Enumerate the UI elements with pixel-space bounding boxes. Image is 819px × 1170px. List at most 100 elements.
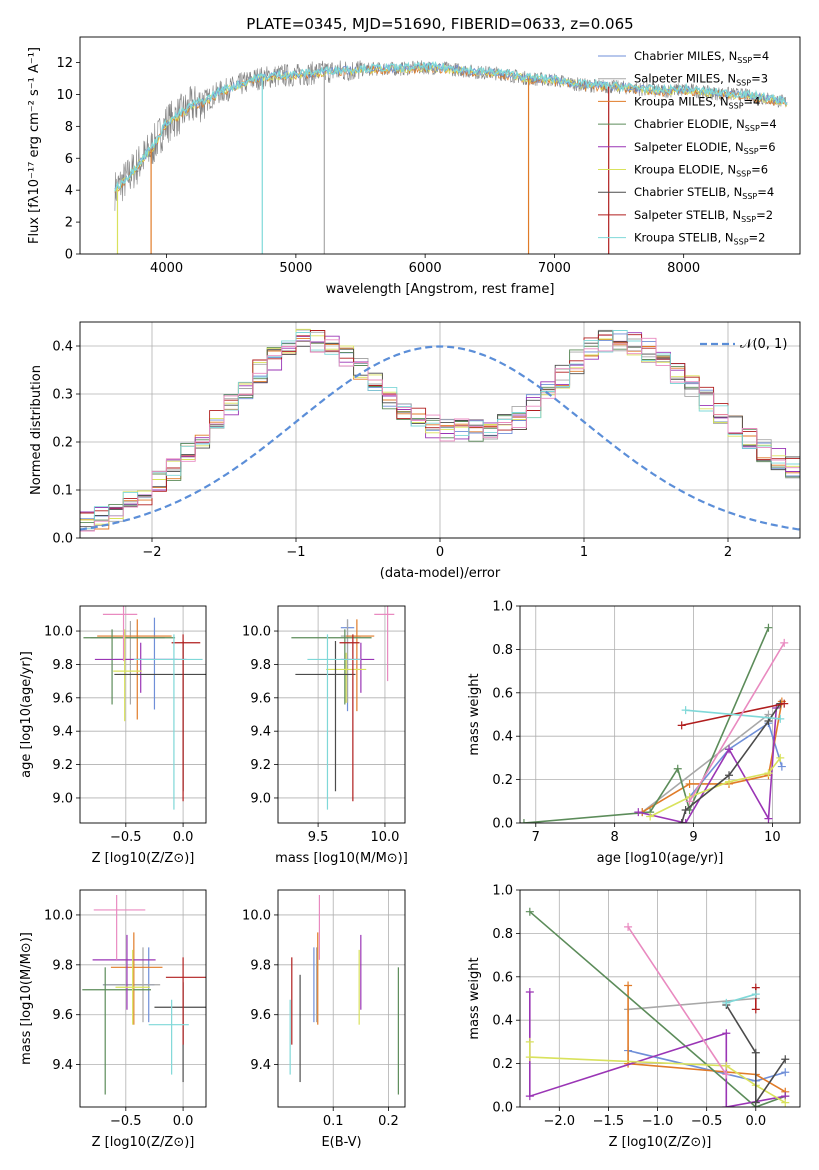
y-tick-label: 9.8 (250, 958, 271, 973)
plot-area (114, 60, 788, 254)
plot-area (291, 606, 395, 810)
y-tick-label: 9.2 (250, 758, 271, 773)
axes-frame (277, 889, 406, 1108)
weight-series-line (641, 713, 769, 813)
legend-value: =4 (760, 117, 777, 131)
y-tick-label: 0.4 (492, 1014, 513, 1029)
weight-point-marker (751, 1098, 760, 1107)
residual-histogram (80, 337, 800, 532)
panel-residuals: −2 −1 0 1 2 0.0 0.1 0.2 0.3 0.4 (data-model)/error… (29, 321, 801, 581)
x-tick-label: −0.5 (110, 830, 142, 845)
legend-entry: Chabrier STELIB, NSSP=4 (634, 185, 774, 201)
panel-weight-age: 7 8 9 10 0.0 0.2 0.4 0.6 0.8 1.0 age [log10(age/yr… (467, 600, 801, 866)
y-tick-label: 9.6 (52, 691, 73, 706)
y-axis-label: age [log10(age/yr)] (19, 651, 34, 778)
y-tick-label: 9.4 (52, 1058, 73, 1073)
y-tick-label: 12 (56, 56, 73, 71)
weight-point-marker (781, 1098, 790, 1107)
y-tick-label: 0.8 (492, 643, 513, 658)
x-axis-label: (data-model)/error (380, 566, 501, 581)
x-tick-label: −0.5 (691, 1114, 723, 1129)
x-tick-label: 7 (532, 830, 540, 845)
legend-value: =4 (757, 185, 774, 199)
weight-point-marker (764, 814, 773, 823)
y-tick-label: 8 (65, 120, 73, 135)
y-tick-label: 2 (65, 216, 73, 231)
x-tick-label: 1 (580, 545, 588, 560)
x-axis-label: wavelength [Angstrom, rest frame] (326, 282, 555, 297)
legend-entry: Salpeter MILES, NSSP=3 (634, 72, 768, 88)
x-tick-label: −1 (286, 545, 305, 560)
y-axis-label: mass weight (467, 673, 482, 755)
plot-area (80, 328, 800, 532)
legend-subscript: SSP (734, 238, 749, 247)
weight-series-line (627, 926, 727, 1075)
legend-value: =6 (751, 163, 768, 177)
y-tick-label: 0.0 (492, 1101, 513, 1116)
weight-point-marker (525, 1092, 534, 1101)
x-tick-label: 4000 (150, 261, 183, 276)
legend-value: =3 (751, 72, 768, 86)
y-tick-label: 0.2 (52, 436, 73, 451)
y-tick-label: 0.2 (492, 1057, 513, 1072)
y-tick-label: 10.0 (242, 625, 271, 640)
weight-series-line (725, 1004, 786, 1106)
legend-subscript: SSP (742, 192, 757, 201)
legend-entry: Chabrier ELODIE, NSSP=4 (634, 117, 777, 133)
model-spectrum-line (114, 61, 788, 192)
weight-point-marker (525, 907, 534, 916)
y-tick-label: 0 (65, 248, 73, 263)
legend-subscript: SSP (729, 101, 744, 110)
x-tick-label: 0.0 (745, 1114, 766, 1129)
x-tick-label: 0 (436, 545, 444, 560)
y-tick-label: 9.6 (250, 691, 271, 706)
weight-point-marker (777, 762, 786, 771)
axes-frame (277, 605, 406, 824)
y-tick-label: 0.4 (492, 730, 513, 745)
weight-point-marker (673, 764, 682, 773)
x-tick-label: 10.0 (370, 830, 399, 845)
weight-point-marker (781, 1055, 790, 1064)
y-axis-label: Normed distribution (29, 365, 44, 495)
y-tick-label: 10.0 (242, 908, 271, 923)
weight-point-marker (764, 623, 773, 632)
weight-point-marker (677, 819, 686, 823)
weight-point-marker (685, 797, 694, 806)
weight-point-marker (681, 805, 690, 814)
y-tick-label: 0.0 (52, 532, 73, 547)
x-tick-label: 6000 (409, 261, 442, 276)
weight-point-marker (751, 990, 760, 999)
y-tick-label: 0.0 (492, 817, 513, 832)
y-tick-label: 0.1 (52, 484, 73, 499)
weight-series-line (688, 642, 785, 802)
x-tick-label: 0.2 (378, 1114, 399, 1129)
legend: 𝒩(0, 1) (700, 337, 787, 352)
weight-point-marker (525, 1037, 534, 1046)
axes-frame (519, 889, 801, 1108)
axes-frame (79, 321, 801, 539)
weight-point-marker (634, 808, 643, 817)
x-tick-label: 5000 (279, 261, 312, 276)
y-tick-label: 0.2 (492, 773, 513, 788)
y-tick-label: 0.8 (492, 927, 513, 942)
panel-mass-metallicity: −0.5 0.0 9.4 9.6 9.8 10.0 Z [log10(Z/Z⊙)] mass … (19, 889, 207, 1150)
x-tick-label: 8 (611, 830, 619, 845)
legend-value: =2 (749, 231, 766, 245)
legend-value: =4 (744, 94, 761, 108)
x-tick-label: 9.5 (308, 830, 329, 845)
y-tick-label: 9.0 (250, 791, 271, 806)
x-axis-label: E(B-V) (321, 1135, 361, 1150)
weight-point-marker (780, 638, 789, 647)
legend-value: =2 (756, 208, 773, 222)
axes-frame (79, 889, 207, 1108)
weight-point-marker (722, 1103, 731, 1107)
weight-point-marker (525, 1053, 534, 1062)
y-tick-label: 0.4 (52, 340, 73, 355)
weight-point-marker (681, 706, 690, 715)
panel-spectrum: 4000 5000 6000 7000 8000 0 2 4 6 8 10 12 wavelength … (27, 36, 801, 297)
weight-point-marker (677, 721, 686, 730)
x-axis-label: Z [log10(Z/Z⊙)] (92, 1135, 195, 1150)
y-tick-label: 4 (65, 184, 73, 199)
y-tick-label: 9.4 (52, 725, 73, 740)
